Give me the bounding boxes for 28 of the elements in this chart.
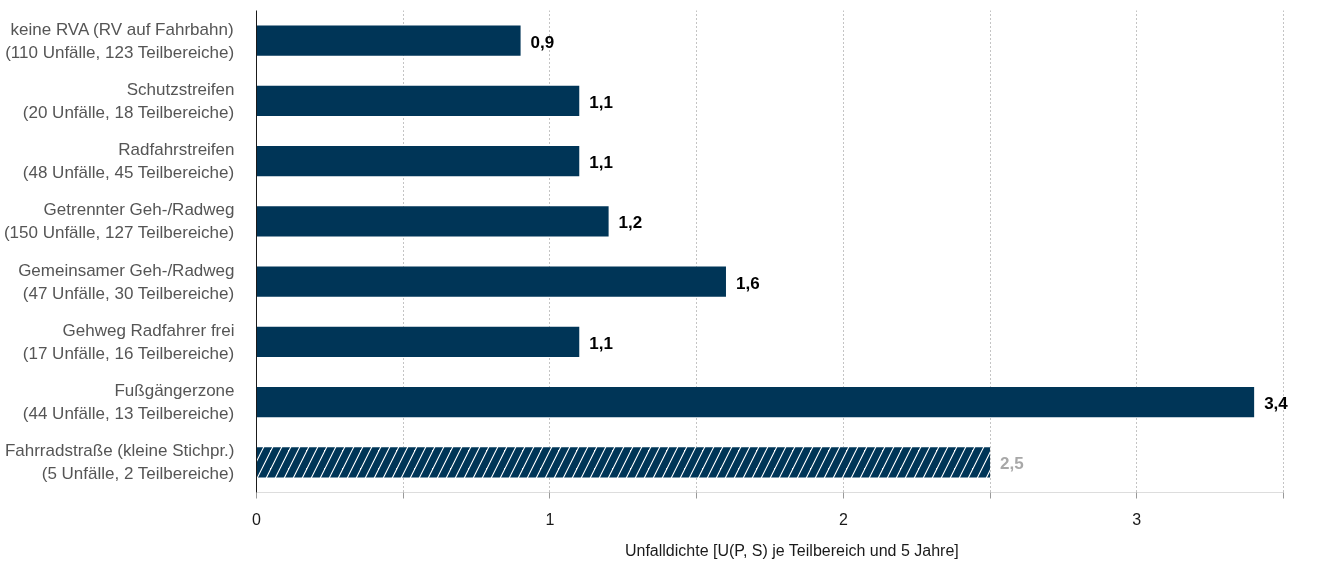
bar [256, 206, 609, 237]
x-tick-label: 0 [252, 510, 262, 528]
x-tick-label: 1 [545, 510, 555, 528]
bar [256, 326, 580, 357]
x-tick-label: 2 [838, 510, 848, 528]
y-tick-label: Fußgängerzone (44 Unfälle, 13 Teilbereiche) [22, 381, 235, 424]
x-axis-title: Unfalldichte [U(P, S) je Teilbereich und 5 Jahre] [624, 541, 959, 559]
bar [256, 146, 580, 177]
data-label: 1,1 [589, 92, 613, 112]
bar [256, 387, 1255, 418]
data-label: 3,4 [1264, 394, 1289, 414]
data-label: 0,9 [530, 32, 555, 52]
y-tick-label: Getrennter Geh-/Radweg (150 Unfälle, 127 Teilbereiche) [3, 200, 235, 243]
y-tick-label: Fahrradstraße (kleine Stichpr.) (5 Unfälle, 2 Teilbereiche) [4, 441, 235, 484]
bar [256, 85, 580, 116]
data-label: 2,5 [1000, 454, 1024, 474]
bar [256, 25, 521, 56]
x-tick-label: 3 [1132, 510, 1142, 528]
y-tick-label: Gehweg Radfahrer frei (17 Unfälle, 16 Teilbereiche) [22, 320, 235, 363]
y-tick-label: Schutzstreifen (20 Unfälle, 18 Teilbereiche) [22, 79, 235, 122]
data-label: 1,2 [618, 213, 643, 233]
bar [256, 266, 726, 297]
y-tick-label: Gemeinsamer Geh-/Radweg (47 Unfälle, 30 Teilbereiche) [18, 260, 235, 303]
y-tick-label: keine RVA (RV auf Fahrbahn) (110 Unfälle, 123 Teilbereiche) [5, 19, 235, 62]
data-label: 1,1 [589, 153, 613, 173]
data-label: 1,6 [735, 273, 760, 293]
data-label: 1,1 [589, 333, 613, 353]
y-tick-label: Radfahrstreifen (48 Unfälle, 45 Teilbereiche) [22, 140, 235, 183]
